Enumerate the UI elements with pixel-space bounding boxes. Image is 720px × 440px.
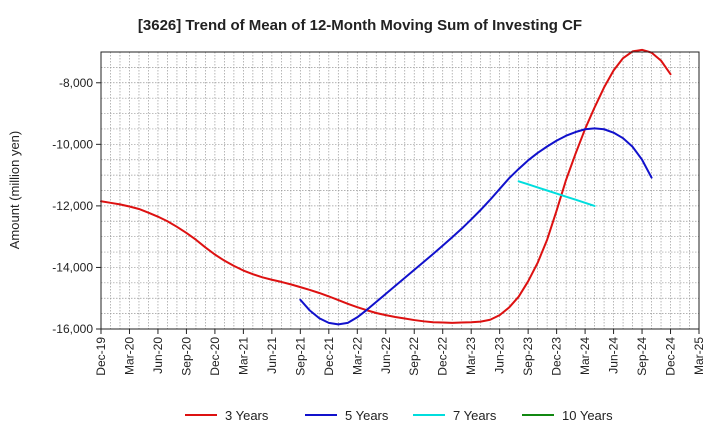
chart-title: [3626] Trend of Mean of 12-Month Moving … xyxy=(138,17,582,34)
x-tick-label: Dec-20 xyxy=(208,337,222,376)
grid xyxy=(100,51,700,330)
x-tick-label: Sep-24 xyxy=(635,337,649,376)
x-tick-label: Jun-23 xyxy=(493,337,507,374)
x-tick-label: Dec-19 xyxy=(94,337,108,376)
y-tick-label: -16,000 xyxy=(52,322,93,336)
x-tick-label: Mar-20 xyxy=(122,337,136,375)
x-tick-label: Sep-23 xyxy=(521,337,535,376)
series-line-7-years xyxy=(517,180,596,207)
x-tick-label: Mar-23 xyxy=(464,337,478,375)
x-tick-label: Jun-24 xyxy=(607,337,621,374)
y-axis: -16,000 -14,000 -12,000 -10,000 -8,000 xyxy=(52,76,101,336)
x-tick-label: Sep-22 xyxy=(407,337,421,376)
x-tick-label: Jun-22 xyxy=(379,337,393,374)
x-tick-label: Jun-20 xyxy=(151,337,165,374)
series-layer xyxy=(100,48,672,326)
y-tick-label: -14,000 xyxy=(52,260,93,274)
legend-label-5-years: 5 Years xyxy=(345,408,389,423)
x-tick-label: Sep-21 xyxy=(293,337,307,376)
x-tick-label: Dec-24 xyxy=(664,337,678,376)
x-tick-label: Mar-25 xyxy=(692,337,706,375)
x-tick-label: Mar-24 xyxy=(578,337,592,375)
series-line-3-years xyxy=(100,48,672,324)
x-tick-label: Jun-21 xyxy=(265,337,279,374)
x-tick-label: Mar-22 xyxy=(350,337,364,375)
x-axis: Dec-19 Mar-20 Jun-20 Sep-20 Dec-20 Mar-21 Jun-… xyxy=(94,329,706,376)
legend-label-3-years: 3 Years xyxy=(225,408,269,423)
x-tick-label: Mar-21 xyxy=(236,337,250,375)
x-tick-label: Sep-20 xyxy=(179,337,193,376)
y-tick-label: -10,000 xyxy=(52,137,93,151)
y-axis-label: Amount (million yen) xyxy=(7,131,22,250)
plot-frame xyxy=(100,51,700,330)
x-tick-label: Dec-22 xyxy=(436,337,450,376)
series-line-5-years xyxy=(299,127,653,326)
y-tick-label: -8,000 xyxy=(59,76,93,90)
legend-label-10-years: 10 Years xyxy=(562,408,613,423)
legend: 3 Years 5 Years 7 Years 10 Years xyxy=(185,408,613,423)
y-tick-label: -12,000 xyxy=(52,199,93,213)
legend-label-7-years: 7 Years xyxy=(453,408,497,423)
x-tick-label: Dec-23 xyxy=(550,337,564,376)
x-tick-label: Dec-21 xyxy=(322,337,336,376)
